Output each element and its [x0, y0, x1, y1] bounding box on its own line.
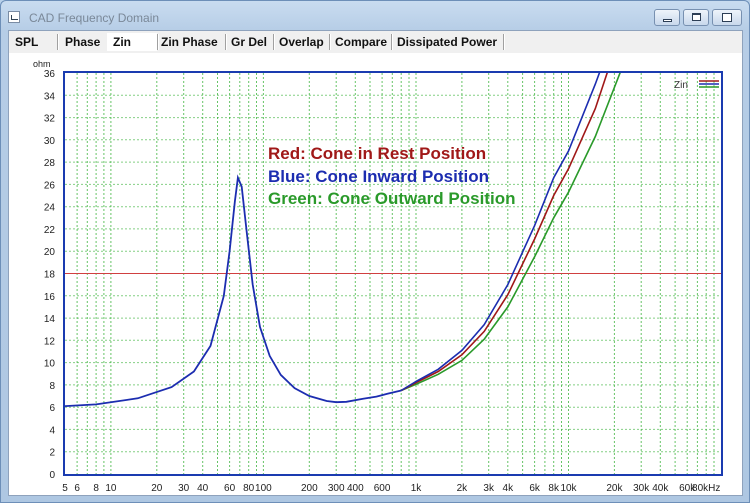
x-axis: 5 6 8 10 20 30 40 60 80 100 200 300 400 600 1k 2k 3k 4k 6k… [62, 483, 720, 494]
title-bar[interactable]: CAD Frequency Domain [1, 1, 749, 31]
tab-zin[interactable]: Zin [107, 33, 157, 51]
x-tick-label: 300 [328, 483, 345, 494]
y-tick-label: 34 [44, 91, 56, 102]
x-tick-label: 30 [178, 483, 190, 494]
x-tick-label: 20k [606, 483, 623, 494]
minimize-icon [655, 10, 679, 25]
tab-dissipated-power[interactable]: Dissipated Power [397, 35, 498, 49]
app-icon[interactable] [8, 11, 20, 23]
y-tick-label: 2 [49, 448, 55, 459]
x-tick-label: 600 [374, 483, 391, 494]
client-area: SPL Phase Zin Zin Phase Gr Del Overlap C… [8, 30, 743, 496]
y-tick-label: 8 [49, 381, 55, 392]
x-tick-label: 400 [347, 483, 364, 494]
window-title: CAD Frequency Domain [29, 11, 160, 25]
tab-bar: SPL Phase Zin Zin Phase Gr Del Overlap C… [9, 31, 742, 53]
tab-separator [391, 34, 393, 50]
y-tick-label: 24 [44, 203, 56, 214]
chart-curves [65, 73, 621, 407]
tab-gr-del[interactable]: Gr Del [231, 35, 268, 49]
minimize-button[interactable] [654, 9, 680, 26]
y-tick-label: 14 [44, 314, 56, 325]
tab-compare[interactable]: Compare [335, 35, 388, 49]
annotation-green: Green: Cone Outward Position [268, 189, 515, 208]
x-tick-label: 80 [243, 483, 255, 494]
y-tick-label: 20 [44, 247, 56, 258]
plot-frame [63, 71, 723, 476]
x-tick-label: 60 [224, 483, 236, 494]
x-tick-label: 10k [560, 483, 577, 494]
y-tick-label: 0 [49, 470, 55, 481]
x-tick-label: 5 [62, 483, 68, 494]
series-line-green [400, 73, 621, 392]
x-tick-label: 30k [633, 483, 650, 494]
y-tick-label: 36 [44, 69, 56, 80]
y-tick-label: 22 [44, 225, 56, 236]
x-tick-label: 2k [457, 483, 469, 494]
tab-zin-phase[interactable]: Zin Phase [161, 35, 218, 49]
y-tick-label: 12 [44, 336, 56, 347]
x-tick-label: 3k [483, 483, 495, 494]
tab-separator [57, 34, 59, 50]
series-line-red [400, 73, 608, 392]
x-tick-label: 4k [503, 483, 515, 494]
y-tick-label: 16 [44, 292, 56, 303]
tab-separator [225, 34, 227, 50]
y-tick-label: 18 [44, 270, 56, 281]
x-tick-label: 20 [151, 483, 163, 494]
x-tick-label: 1k [411, 483, 423, 494]
tab-phase[interactable]: Phase [65, 35, 101, 49]
x-tick-label: 8k [548, 483, 560, 494]
annotation-blue: Blue: Cone Inward Position [268, 167, 489, 186]
x-tick-label: 40 [197, 483, 209, 494]
x-tick-label: 100 [255, 483, 272, 494]
y-tick-label: 28 [44, 158, 56, 169]
y-tick-label: 32 [44, 114, 56, 125]
tab-separator [503, 34, 505, 50]
restore-button[interactable] [712, 9, 742, 26]
x-tick-label: 40k [652, 483, 669, 494]
series-line-common [65, 174, 402, 407]
maximize-icon [684, 10, 708, 25]
x-tick-label: 10 [105, 483, 117, 494]
tab-separator [273, 34, 275, 50]
legend-label: Zin [674, 80, 688, 91]
x-tick-label: 60k [679, 483, 696, 494]
y-tick-label: 6 [49, 403, 55, 414]
x-tick-label: 80kHz [692, 483, 720, 494]
x-tick-label: 6k [529, 483, 541, 494]
tab-separator [157, 34, 159, 50]
y-tick-label: 26 [44, 180, 56, 191]
y-tick-label: 30 [44, 136, 56, 147]
x-tick-label: 200 [301, 483, 318, 494]
y-axis-unit: ohm [33, 59, 51, 69]
x-tick-label: 8 [93, 483, 99, 494]
y-tick-label: 4 [49, 425, 55, 436]
series-line-blue [400, 73, 601, 392]
tab-separator [329, 34, 331, 50]
chart-legend: Zin [674, 80, 719, 91]
x-tick-label: 6 [74, 483, 80, 494]
restore-icon [713, 10, 741, 25]
tab-overlap[interactable]: Overlap [279, 35, 324, 49]
maximize-button[interactable] [683, 9, 709, 26]
annotation-red: Red: Cone in Rest Position [268, 144, 486, 163]
tab-spl[interactable]: SPL [15, 35, 39, 49]
y-tick-label: 10 [44, 359, 56, 370]
